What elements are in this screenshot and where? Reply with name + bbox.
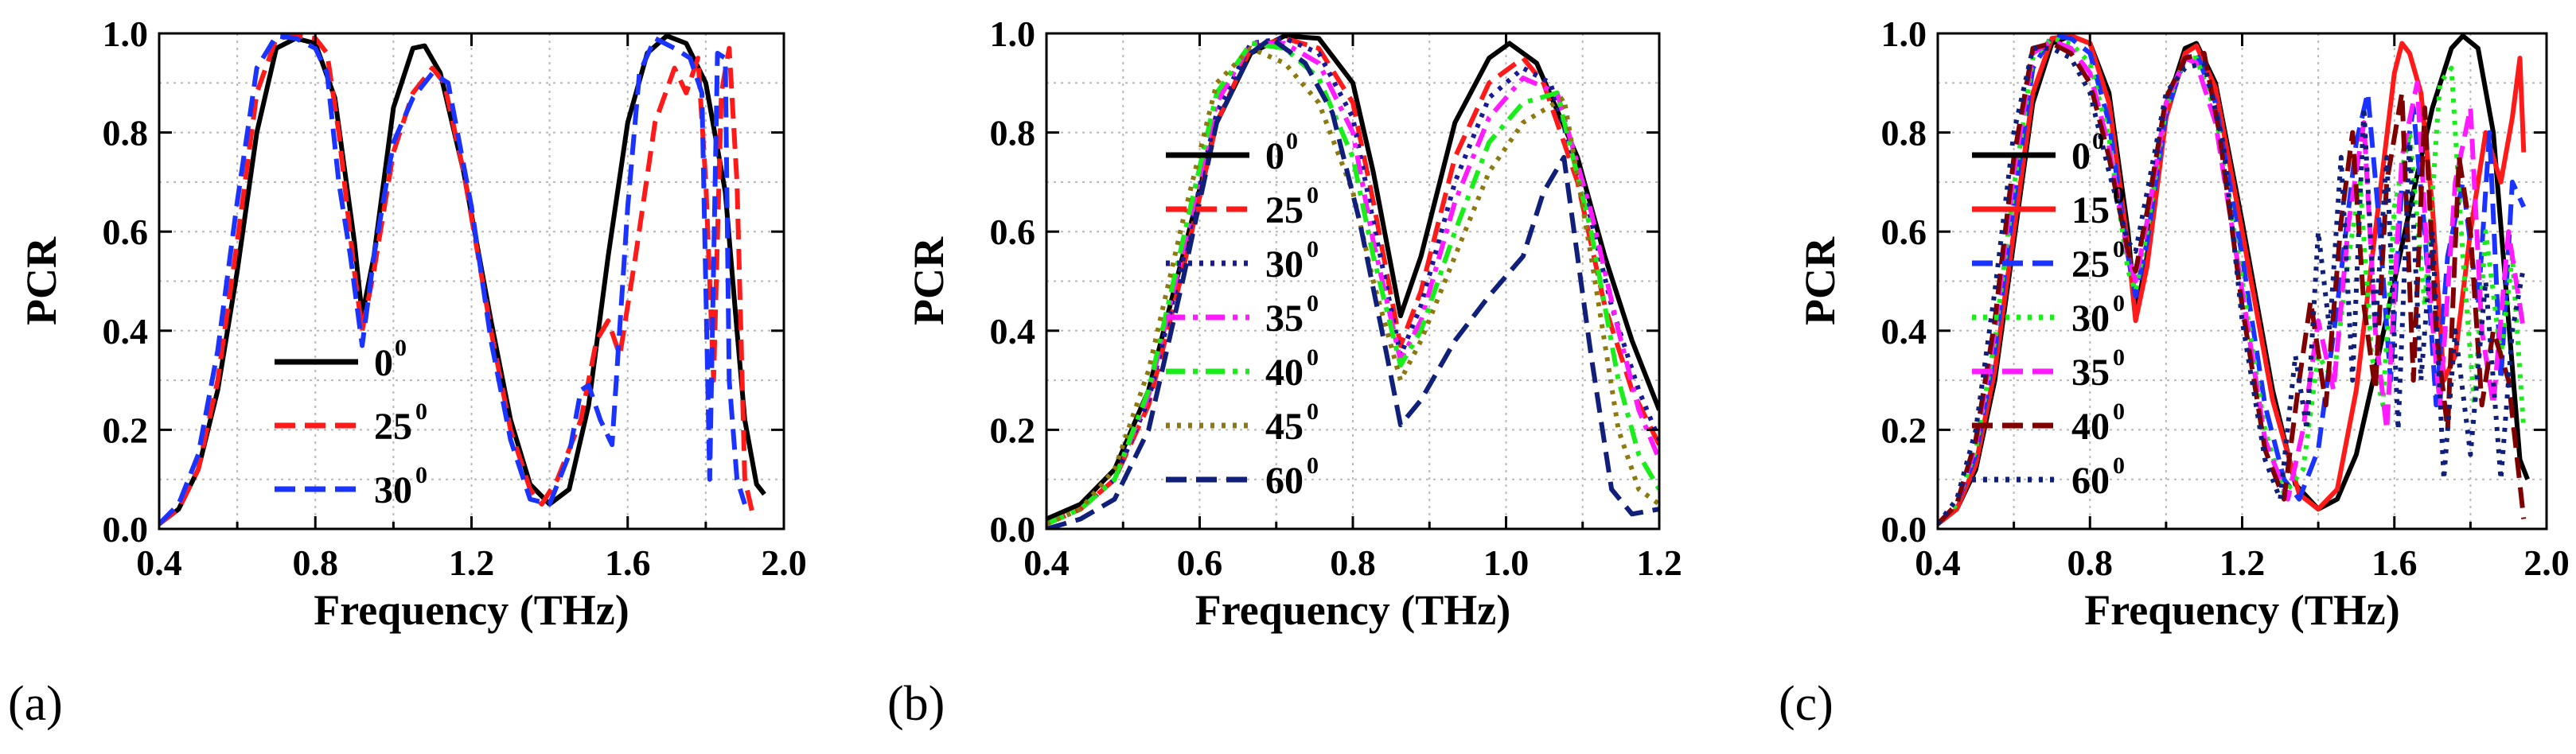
x-tick-label: 0.4 [136, 542, 182, 583]
legend-label-0deg: 0 [374, 342, 393, 384]
legend-label-25deg: 25 [374, 406, 412, 448]
x-tick-label: 2.0 [761, 542, 807, 583]
legend-label-35deg: 35 [1265, 297, 1304, 340]
legend-label-0deg: 0 [1265, 135, 1284, 177]
legend-label-60deg: 60 [2071, 460, 2110, 502]
x-tick-label: 2.0 [2523, 542, 2570, 583]
panel-label-b: (b) [887, 677, 945, 731]
x-tick-label: 0.6 [1177, 542, 1223, 583]
series-line-45deg [1046, 45, 1659, 527]
series-line-35deg [1046, 41, 1659, 527]
panel-label-c: (c) [1779, 677, 1834, 731]
legend-label-superscript: 0 [1307, 344, 1319, 371]
x-tick-label: 1.6 [605, 542, 651, 583]
legend-label-superscript: 0 [1307, 236, 1319, 262]
y-tick-label: 0.0 [103, 509, 149, 550]
series-line-30deg [1046, 36, 1659, 527]
legend-label-superscript: 0 [2113, 344, 2125, 371]
series-line-40deg [1046, 41, 1659, 527]
panel-c: 0.4 0.8 1.2 1.6 2.0 0.0 0.2 0.4 0.6 0.8 1.0 Frequen… [1796, 14, 2570, 634]
y-tick-label: 0.4 [1881, 311, 1927, 352]
series-line-40deg [1938, 41, 2527, 526]
legend-label-15deg: 15 [2071, 189, 2110, 231]
legend-label-25deg: 25 [2071, 243, 2110, 286]
panel-b: 0.4 0.6 0.8 1.0 1.20.00.20.40.60.81.0Frequen… [905, 14, 1682, 634]
x-tick-label: 1.6 [2371, 542, 2418, 583]
y-tick-label: 0.8 [1881, 113, 1927, 154]
y-axis-label: PCR [18, 236, 65, 325]
x-tick-label: 0.8 [1330, 542, 1376, 583]
y-tick-label: 1.0 [103, 14, 149, 54]
legend-label-30deg: 30 [1265, 243, 1304, 286]
legend-label-superscript: 0 [2113, 290, 2125, 317]
y-tick-label: 0.2 [1881, 410, 1927, 450]
plot-lines [1938, 33, 2530, 527]
x-tick-label: 1.0 [1483, 542, 1530, 583]
x-tick-label: 1.2 [2219, 542, 2266, 583]
legend-label-superscript: 0 [1307, 290, 1319, 317]
legend-label-superscript: 0 [2113, 453, 2125, 479]
x-tick-label: 0.4 [1915, 542, 1961, 583]
x-axis-label: Frequency (THz) [2084, 586, 2399, 634]
y-tick-label: 0.0 [990, 509, 1036, 550]
x-axis-label: Frequency (THz) [1195, 586, 1510, 634]
plot-lines [159, 33, 766, 527]
series-line-30deg [159, 33, 747, 526]
series-line-25deg [159, 33, 755, 527]
x-axis-label: Frequency (THz) [314, 586, 629, 634]
panel-label-a: (a) [8, 677, 63, 731]
y-tick-label: 0.2 [103, 410, 149, 450]
series-line-15deg [1938, 33, 2527, 527]
y-tick-label: 0.2 [990, 410, 1036, 450]
legend-label-0deg: 0 [2071, 135, 2091, 177]
legend-label-superscript: 0 [2113, 398, 2125, 425]
legend-label-superscript: 0 [2092, 128, 2104, 154]
y-tick-label: 0.4 [990, 311, 1036, 352]
legend-label-60deg: 60 [1265, 460, 1304, 502]
y-tick-label: 0.6 [1881, 212, 1927, 252]
legend-label-30deg: 30 [2071, 297, 2110, 340]
series-line-25deg [1938, 33, 2527, 526]
legend-label-superscript: 0 [1307, 398, 1319, 425]
x-tick-label: 1.2 [449, 542, 495, 583]
legend-label-superscript: 0 [2113, 182, 2125, 208]
y-tick-label: 1.0 [1881, 14, 1927, 54]
y-axis-label: PCR [905, 236, 953, 325]
legend-label-superscript: 0 [395, 335, 407, 361]
y-tick-label: 0.8 [103, 113, 149, 154]
x-tick-label: 1.2 [1636, 542, 1682, 583]
y-tick-label: 0.8 [990, 113, 1036, 154]
legend-label-superscript: 0 [2113, 236, 2125, 262]
legend-label-superscript: 0 [1307, 453, 1319, 479]
legend-label-superscript: 0 [1307, 182, 1319, 208]
y-tick-label: 0.4 [103, 311, 149, 352]
legend-label-superscript: 0 [1286, 128, 1298, 154]
legend-label-45deg: 45 [1265, 406, 1304, 448]
legend-label-40deg: 40 [1265, 352, 1304, 394]
series-line-60deg [1046, 36, 1659, 529]
plot-lines [1046, 33, 1659, 529]
y-tick-label: 1.0 [990, 14, 1036, 54]
panel-a: 0.4 0.8 1.2 1.6 2.0 0.0 0.2 0.4 0.6 0.8 1.0 Frequen… [18, 14, 807, 634]
y-tick-label: 0.6 [103, 212, 149, 252]
x-tick-label: 0.8 [293, 542, 339, 583]
series-line-25deg [1046, 36, 1659, 527]
y-tick-label: 0.6 [990, 212, 1036, 252]
legend-label-25deg: 25 [1265, 189, 1304, 231]
legend-label-40deg: 40 [2071, 406, 2110, 448]
legend-label-35deg: 35 [2071, 352, 2110, 394]
x-tick-label: 0.4 [1023, 542, 1070, 583]
legend-label-superscript: 0 [415, 462, 427, 488]
x-tick-label: 0.8 [2067, 542, 2114, 583]
legend-label-superscript: 0 [415, 398, 427, 425]
y-tick-label: 0.0 [1881, 509, 1927, 550]
legend-label-30deg: 30 [374, 469, 412, 511]
y-axis-label: PCR [1796, 236, 1844, 325]
